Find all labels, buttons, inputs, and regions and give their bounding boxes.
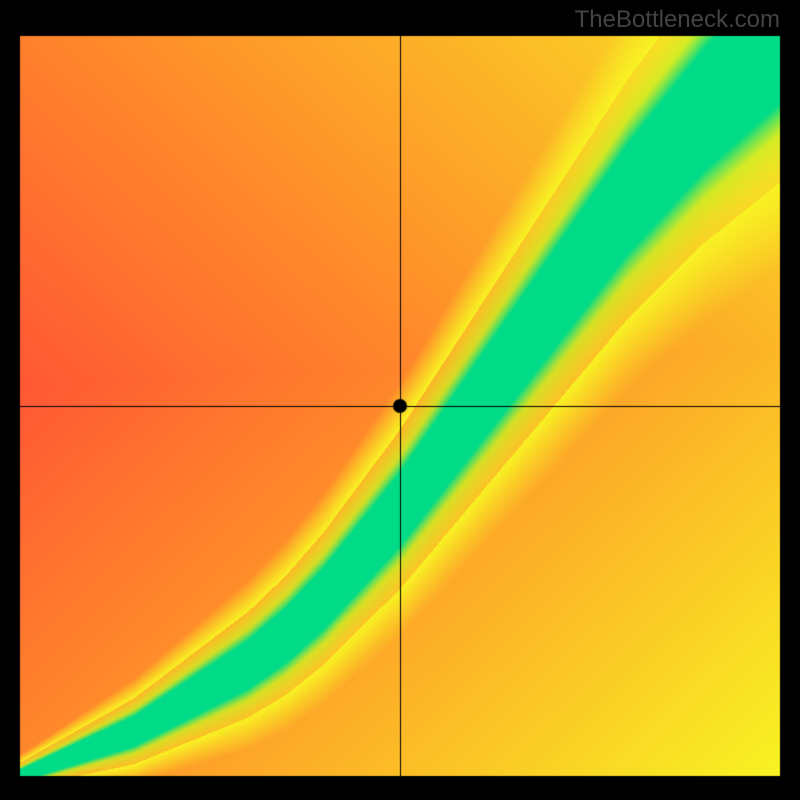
heatmap-canvas bbox=[0, 0, 800, 800]
chart-container: TheBottleneck.com bbox=[0, 0, 800, 800]
watermark-text: TheBottleneck.com bbox=[575, 6, 780, 34]
